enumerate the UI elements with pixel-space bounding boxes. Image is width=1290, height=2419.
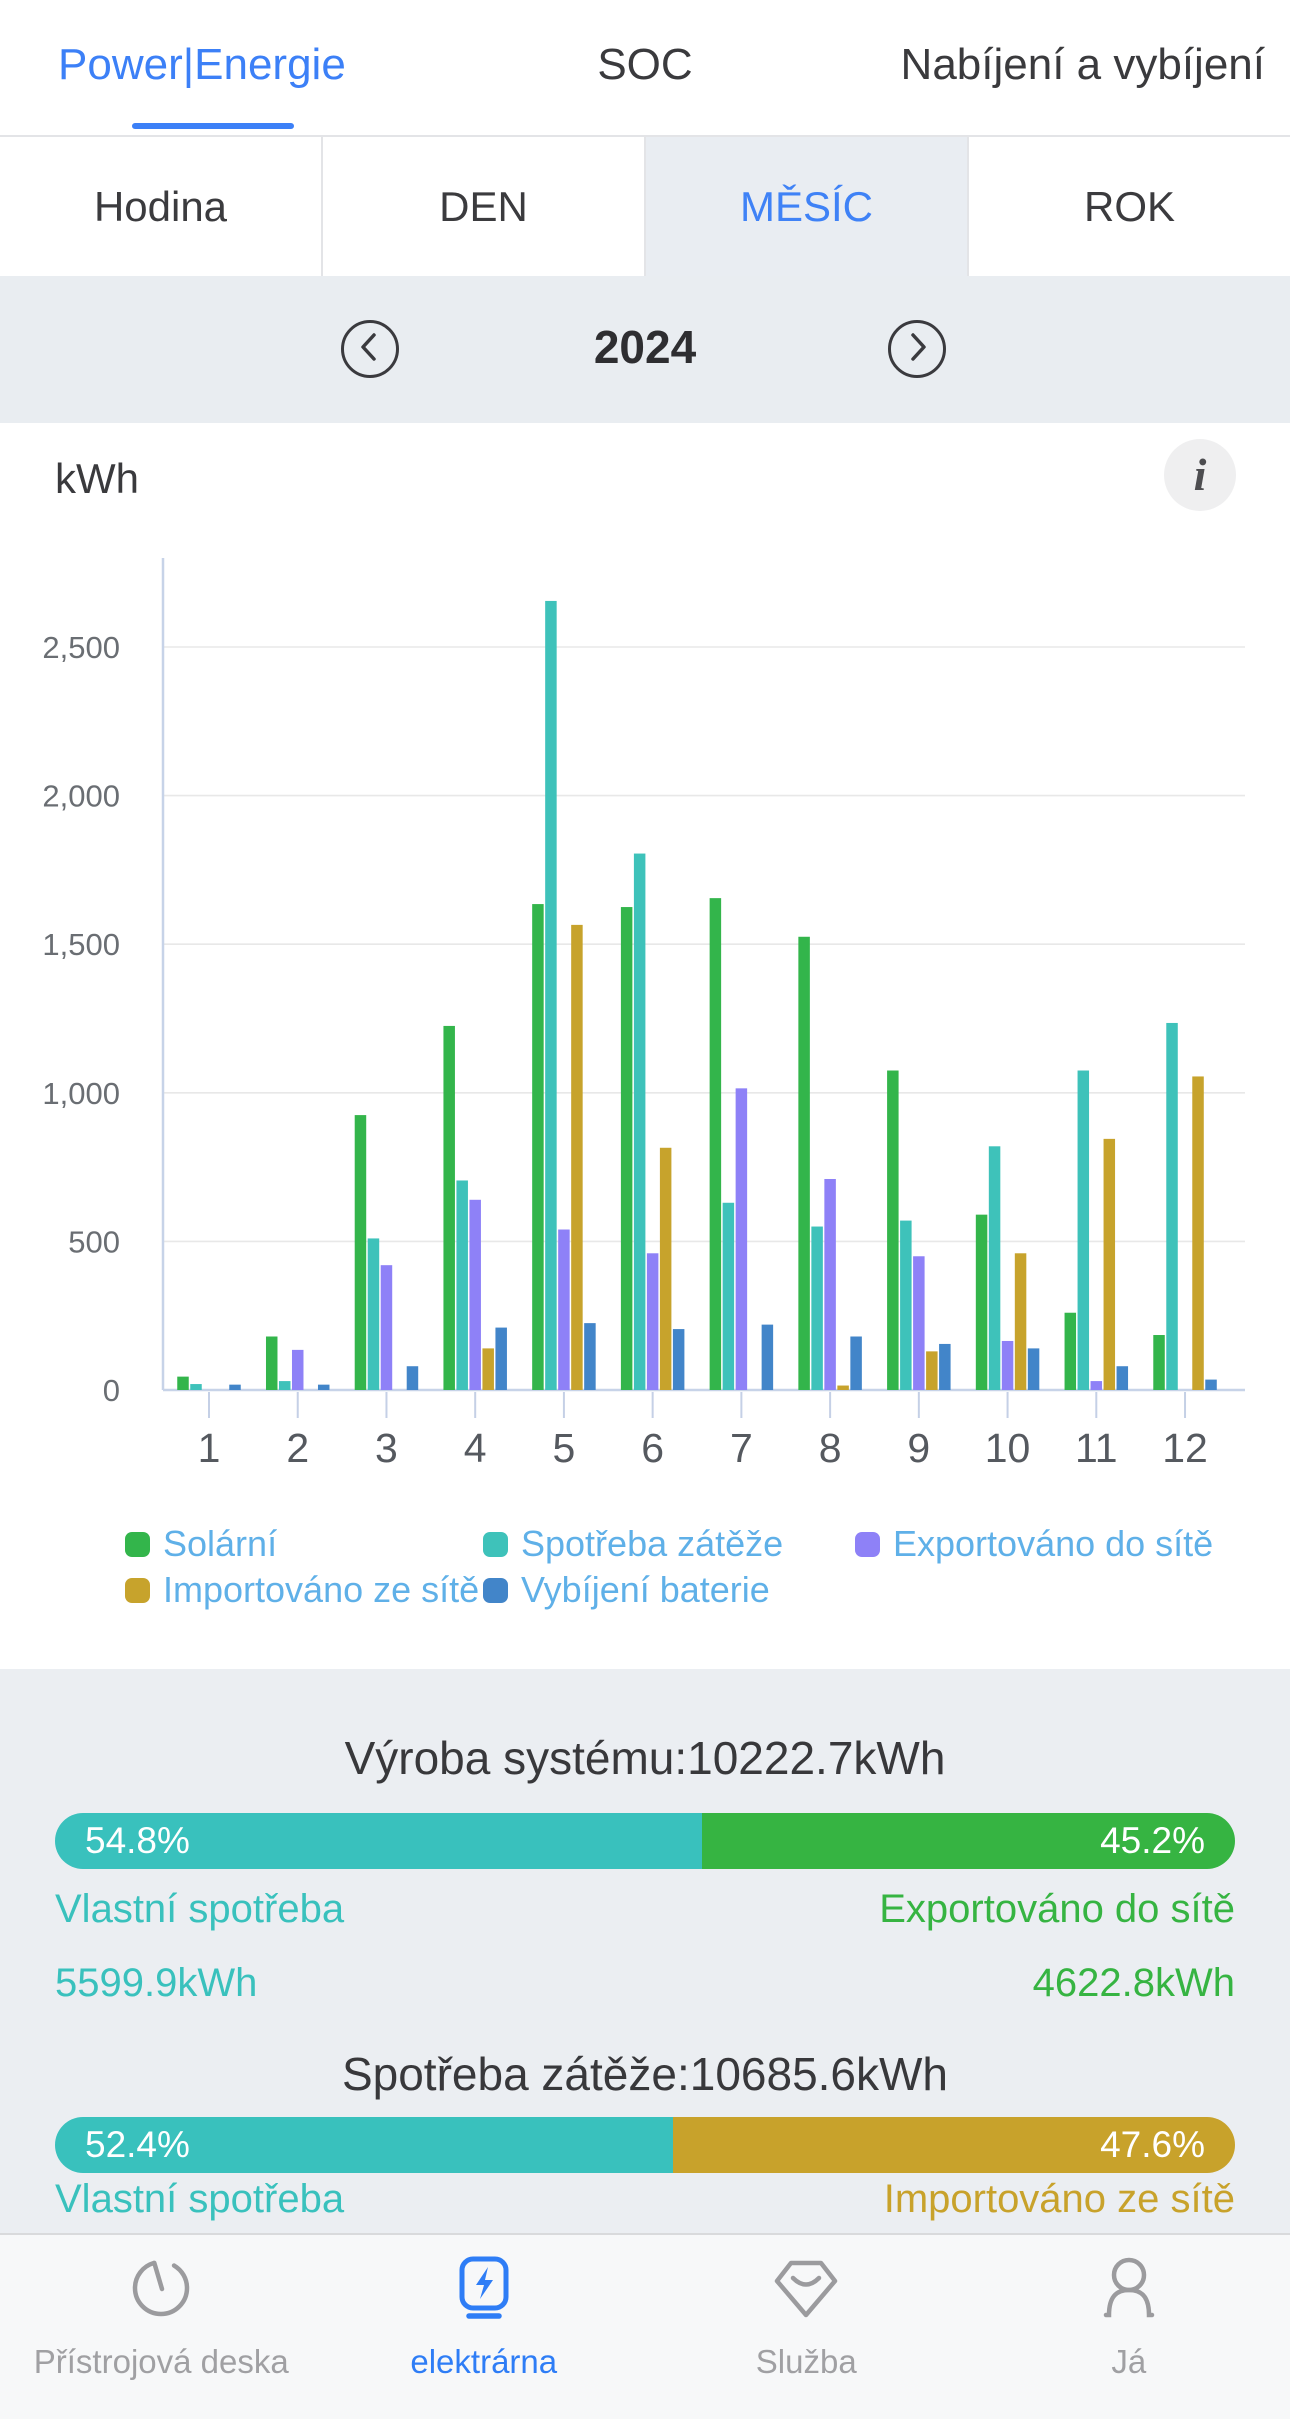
consumption-labels-row: Vlastní spotřeba Importováno ze sítě	[55, 2177, 1235, 2222]
year-label: 2024	[593, 321, 697, 373]
svg-text:4: 4	[464, 1425, 487, 1471]
tab-charge-discharge[interactable]: Nabíjení a vybíjení	[900, 40, 1265, 89]
legend-chip-export	[855, 1531, 880, 1557]
person-icon	[1096, 2255, 1162, 2321]
legend-item-import[interactable]: Importováno ze sítě	[125, 1569, 480, 1610]
power-station-icon	[451, 2255, 517, 2321]
legend-label: Spotřeba zátěže	[521, 1523, 784, 1564]
period-year[interactable]: ROK	[969, 137, 1290, 276]
year-navigator: 2024	[0, 276, 1290, 423]
legend-label: Importováno ze sítě	[163, 1569, 480, 1610]
svg-text:5: 5	[553, 1425, 576, 1471]
svg-text:500: 500	[68, 1224, 120, 1259]
chevron-right-icon	[891, 321, 943, 378]
bottom-navigation: Přístrojová deska elektrárna Služba Já	[0, 2233, 1290, 2419]
tab-soc[interactable]: SOC	[597, 40, 693, 89]
energy-chart-card: kWh i 0 500 1,000 1,500 2,000 2,500 1 2 3 4 5 6 7 8 9 1…	[0, 423, 1290, 1669]
production-left-value: 5599.9kWh	[55, 1961, 258, 2005]
next-year-button[interactable]	[888, 320, 946, 378]
chevron-left-icon	[344, 321, 396, 378]
svg-text:8: 8	[819, 1425, 842, 1471]
consumption-left-label: Vlastní spotřeba	[55, 2177, 345, 2221]
svg-text:7: 7	[730, 1425, 753, 1471]
info-icon: i	[1193, 449, 1207, 500]
legend-label: Solární	[163, 1523, 278, 1564]
svg-text:2,500: 2,500	[42, 630, 120, 665]
production-left-label: Vlastní spotřeba	[55, 1887, 345, 1931]
active-tab-underline	[132, 123, 294, 129]
consumption-import-segment: 47.6%	[673, 2117, 1235, 2173]
consumption-right-label: Importováno ze sítě	[883, 2177, 1235, 2221]
consumption-self-segment: 52.4%	[55, 2117, 674, 2173]
nav-service[interactable]: Služba	[645, 2235, 968, 2419]
info-button[interactable]: i	[1164, 439, 1236, 511]
production-values-row: 5599.9kWh 4622.8kWh	[55, 1961, 1235, 2006]
svg-text:1,500: 1,500	[42, 927, 120, 962]
production-self-consumption-segment: 54.8%	[55, 1813, 702, 1869]
period-hour[interactable]: Hodina	[0, 137, 321, 276]
svg-text:11: 11	[1075, 1425, 1118, 1471]
legend-label: Vybíjení baterie	[521, 1569, 770, 1610]
nav-plant[interactable]: elektrárna	[323, 2235, 646, 2419]
legend-chip-load	[483, 1531, 508, 1557]
production-right-value: 4622.8kWh	[1032, 1961, 1235, 2005]
svg-text:2: 2	[286, 1425, 309, 1471]
svg-text:10: 10	[985, 1425, 1031, 1471]
nav-me[interactable]: Já	[968, 2235, 1290, 2419]
svg-text:0: 0	[103, 1373, 120, 1408]
svg-text:1,000: 1,000	[42, 1076, 120, 1111]
gauge-icon	[128, 2255, 194, 2321]
legend-chip-solar	[125, 1531, 150, 1557]
chart-unit-label: kWh	[55, 455, 139, 502]
svg-text:6: 6	[641, 1425, 664, 1471]
nav-label: Já	[1111, 2343, 1147, 2380]
period-month[interactable]: MĚSÍC	[646, 137, 967, 276]
consumption-title: Spotřeba zátěže:10685.6kWh	[341, 2048, 949, 2100]
prev-year-button[interactable]	[341, 320, 399, 378]
nav-label: Přístrojová deska	[33, 2343, 289, 2380]
production-right-label: Exportováno do sítě	[879, 1887, 1235, 1931]
legend-chip-import	[125, 1577, 150, 1603]
period-segmented-control: Hodina DEN MĚSÍC ROK	[0, 135, 1290, 276]
production-title: Výroba systému:10222.7kWh	[344, 1732, 946, 1784]
legend-chip-battery	[483, 1577, 508, 1603]
production-export-segment: 45.2%	[701, 1813, 1235, 1869]
svg-text:2,000: 2,000	[42, 779, 120, 814]
tab-power-energie[interactable]: Power|Energie	[58, 40, 346, 89]
service-badge-icon	[773, 2255, 839, 2321]
nav-label: Služba	[755, 2343, 857, 2380]
production-labels-row: Vlastní spotřeba Exportováno do sítě	[55, 1887, 1235, 1932]
nav-label: elektrárna	[410, 2343, 558, 2380]
svg-text:9: 9	[907, 1425, 930, 1471]
legend-item-load[interactable]: Spotřeba zátěže	[483, 1523, 784, 1564]
legend-item-solar[interactable]: Solární	[125, 1523, 278, 1564]
summary-section: Výroba systému:10222.7kWh 54.8% 45.2% Vl…	[0, 1669, 1290, 2233]
legend-item-battery[interactable]: Vybíjení baterie	[483, 1569, 770, 1610]
svg-text:1: 1	[198, 1425, 221, 1471]
nav-dashboard[interactable]: Přístrojová deska	[0, 2235, 323, 2419]
legend-label: Exportováno do sítě	[893, 1523, 1214, 1564]
period-day[interactable]: DEN	[323, 137, 644, 276]
svg-text:3: 3	[375, 1425, 398, 1471]
consumption-split-bar: 52.4% 47.6%	[55, 2117, 1235, 2173]
svg-text:12: 12	[1162, 1425, 1208, 1471]
legend-item-export[interactable]: Exportováno do sítě	[855, 1523, 1214, 1564]
production-split-bar: 54.8% 45.2%	[55, 1813, 1235, 1869]
top-tab-bar: Power|Energie SOC Nabíjení a vybíjení	[0, 0, 1290, 135]
